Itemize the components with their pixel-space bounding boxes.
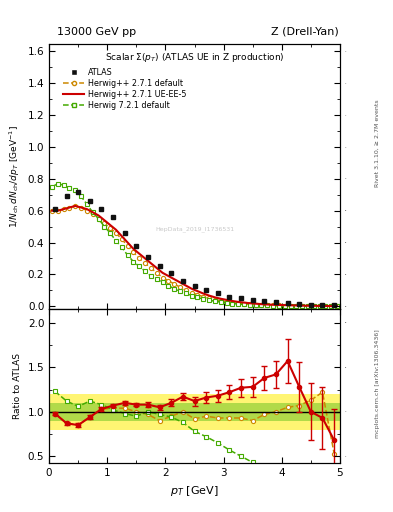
Text: Z (Drell-Yan): Z (Drell-Yan) bbox=[271, 27, 339, 37]
Y-axis label: Ratio to ATLAS: Ratio to ATLAS bbox=[13, 353, 22, 419]
Bar bbox=[49, 394, 340, 430]
Text: Scalar $\Sigma(p_T)$ (ATLAS UE in Z production): Scalar $\Sigma(p_T)$ (ATLAS UE in Z prod… bbox=[105, 52, 284, 65]
Text: 13000 GeV pp: 13000 GeV pp bbox=[57, 27, 136, 37]
Text: HepData_2019_I1736531: HepData_2019_I1736531 bbox=[155, 227, 234, 232]
Text: Rivet 3.1.10, ≥ 2.7M events: Rivet 3.1.10, ≥ 2.7M events bbox=[375, 99, 380, 187]
Legend: ATLAS, Herwig++ 2.7.1 default, Herwig++ 2.7.1 UE-EE-5, Herwig 7.2.1 default: ATLAS, Herwig++ 2.7.1 default, Herwig++ … bbox=[62, 66, 188, 112]
Y-axis label: $1/N_\mathrm{ch}\,dN_\mathrm{ch}/dp_T\ [\mathrm{GeV}^{-1}]$: $1/N_\mathrm{ch}\,dN_\mathrm{ch}/dp_T\ [… bbox=[8, 125, 22, 228]
Bar bbox=[49, 403, 340, 421]
X-axis label: $p_T$ [GeV]: $p_T$ [GeV] bbox=[170, 484, 219, 498]
Text: mcplots.cern.ch [arXiv:1306.3436]: mcplots.cern.ch [arXiv:1306.3436] bbox=[375, 330, 380, 438]
